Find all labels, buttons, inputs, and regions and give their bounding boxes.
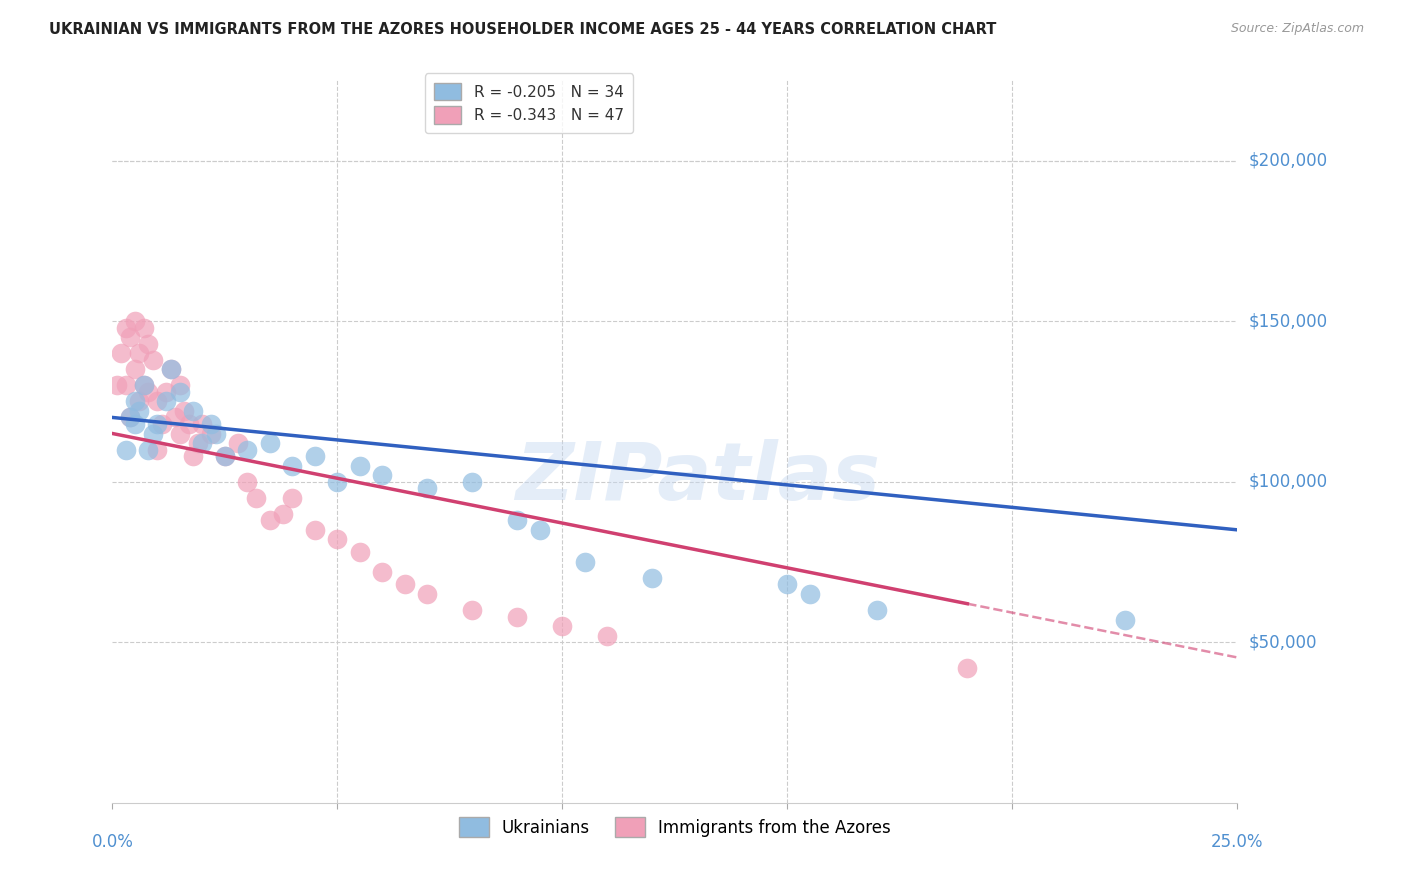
- Text: $100,000: $100,000: [1249, 473, 1327, 491]
- Point: [115, 320, 138, 334]
- Point: [142, 426, 165, 441]
- Point: [120, 410, 142, 425]
- Point: [214, 449, 236, 463]
- Point: [1114, 613, 1136, 627]
- Point: [200, 417, 222, 431]
- Point: [177, 417, 200, 431]
- Point: [236, 442, 259, 457]
- Point: [304, 449, 326, 463]
- Point: [776, 577, 799, 591]
- Point: [596, 629, 619, 643]
- Point: [529, 523, 551, 537]
- Text: 0.0%: 0.0%: [91, 833, 134, 851]
- Text: UKRAINIAN VS IMMIGRANTS FROM THE AZORES HOUSEHOLDER INCOME AGES 25 - 44 YEARS CO: UKRAINIAN VS IMMIGRANTS FROM THE AZORES …: [49, 22, 997, 37]
- Text: ZIPatlas: ZIPatlas: [515, 439, 880, 516]
- Text: 25.0%: 25.0%: [1211, 833, 1264, 851]
- Text: $200,000: $200,000: [1249, 152, 1327, 169]
- Point: [165, 410, 187, 425]
- Point: [461, 475, 484, 489]
- Point: [146, 394, 169, 409]
- Point: [138, 384, 160, 399]
- Point: [349, 545, 371, 559]
- Point: [273, 507, 295, 521]
- Point: [132, 378, 155, 392]
- Text: Source: ZipAtlas.com: Source: ZipAtlas.com: [1230, 22, 1364, 36]
- Point: [105, 378, 128, 392]
- Point: [183, 404, 205, 418]
- Point: [236, 475, 259, 489]
- Point: [551, 619, 574, 633]
- Point: [326, 533, 349, 547]
- Point: [146, 417, 169, 431]
- Point: [169, 426, 191, 441]
- Point: [214, 449, 236, 463]
- Point: [115, 378, 138, 392]
- Point: [416, 481, 439, 495]
- Point: [371, 468, 394, 483]
- Point: [574, 555, 596, 569]
- Point: [228, 436, 250, 450]
- Point: [191, 436, 214, 450]
- Point: [169, 384, 191, 399]
- Point: [371, 565, 394, 579]
- Point: [124, 417, 146, 431]
- Point: [155, 394, 177, 409]
- Point: [120, 330, 142, 344]
- Point: [866, 603, 889, 617]
- Point: [259, 436, 281, 450]
- Point: [128, 394, 150, 409]
- Point: [461, 603, 484, 617]
- Point: [183, 449, 205, 463]
- Point: [120, 410, 142, 425]
- Point: [110, 346, 132, 360]
- Point: [146, 442, 169, 457]
- Point: [956, 661, 979, 675]
- Point: [124, 362, 146, 376]
- Point: [641, 571, 664, 585]
- Point: [160, 362, 183, 376]
- Point: [326, 475, 349, 489]
- Point: [416, 587, 439, 601]
- Point: [281, 458, 304, 473]
- Point: [128, 404, 150, 418]
- Point: [124, 394, 146, 409]
- Point: [304, 523, 326, 537]
- Point: [169, 378, 191, 392]
- Point: [799, 587, 821, 601]
- Text: $150,000: $150,000: [1249, 312, 1327, 330]
- Point: [245, 491, 267, 505]
- Text: $50,000: $50,000: [1249, 633, 1317, 651]
- Point: [142, 352, 165, 367]
- Point: [259, 513, 281, 527]
- Point: [138, 336, 160, 351]
- Point: [138, 442, 160, 457]
- Legend: Ukrainians, Immigrants from the Azores: Ukrainians, Immigrants from the Azores: [450, 809, 900, 845]
- Point: [155, 384, 177, 399]
- Point: [394, 577, 416, 591]
- Point: [200, 426, 222, 441]
- Point: [160, 362, 183, 376]
- Point: [187, 436, 209, 450]
- Point: [349, 458, 371, 473]
- Point: [150, 417, 173, 431]
- Point: [281, 491, 304, 505]
- Point: [506, 609, 529, 624]
- Point: [205, 426, 228, 441]
- Point: [173, 404, 195, 418]
- Point: [132, 378, 155, 392]
- Point: [506, 513, 529, 527]
- Point: [124, 314, 146, 328]
- Point: [115, 442, 138, 457]
- Point: [128, 346, 150, 360]
- Point: [132, 320, 155, 334]
- Point: [191, 417, 214, 431]
